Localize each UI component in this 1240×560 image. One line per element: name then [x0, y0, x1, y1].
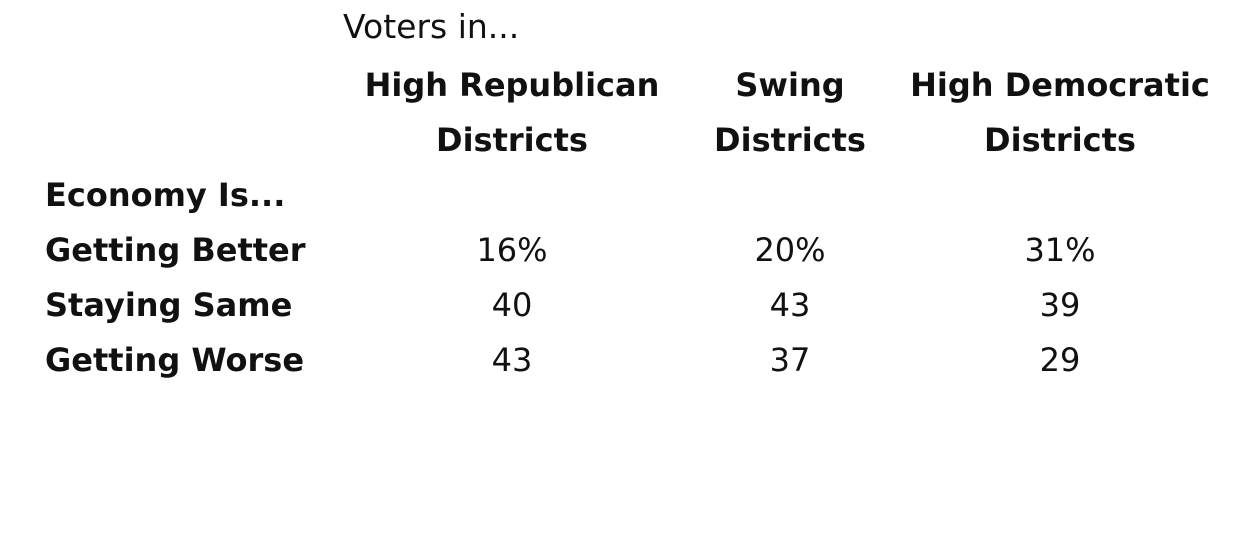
column-header-swing: Swing Districts [714, 58, 866, 168]
section-label: Economy Is... [45, 176, 286, 214]
table-cell: 40 [491, 286, 533, 324]
table-cell: 16% [476, 231, 548, 269]
column-header-line: Swing [735, 66, 845, 104]
column-header-line: High Democratic [910, 66, 1210, 104]
table-cell: 37 [769, 341, 811, 379]
column-header-line: High Republican [364, 66, 660, 104]
column-header-line: Districts [714, 121, 866, 159]
column-header-high-democratic: High Democratic Districts [910, 58, 1210, 168]
table-cell: 43 [491, 341, 533, 379]
row-label-getting-worse: Getting Worse [45, 341, 305, 379]
table-cell: 20% [754, 231, 826, 269]
table-cell: 31% [1024, 231, 1096, 269]
table-cell: 39 [1039, 286, 1081, 324]
column-header-line: Districts [984, 121, 1136, 159]
row-label-getting-better: Getting Better [45, 231, 306, 269]
column-header-line: Districts [436, 121, 588, 159]
column-header-high-republican: High Republican Districts [365, 58, 660, 168]
row-label-staying-same: Staying Same [45, 286, 293, 324]
table-supertitle: Voters in... [343, 7, 520, 46]
table-cell: 43 [769, 286, 811, 324]
table-cell: 29 [1039, 341, 1081, 379]
